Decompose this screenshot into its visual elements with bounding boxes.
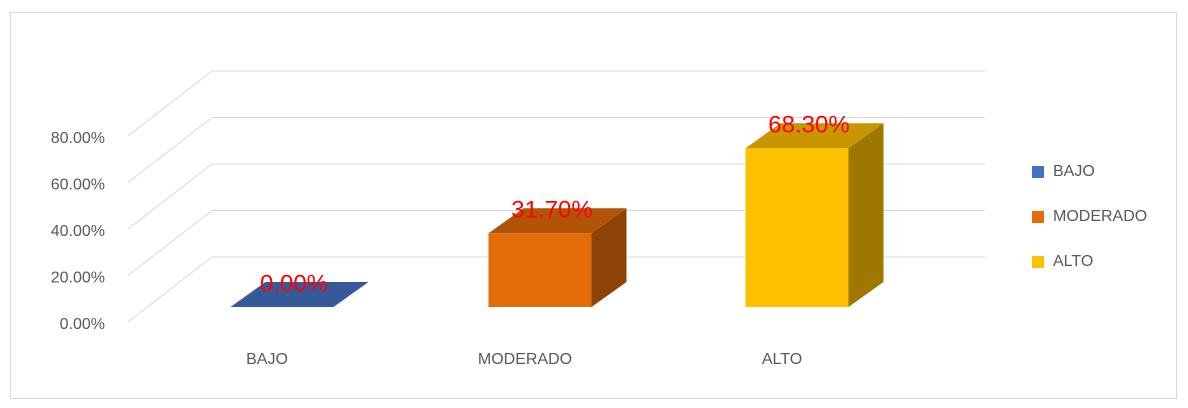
grid-line — [127, 70, 213, 137]
bar-top — [230, 282, 369, 307]
legend-label: BAJO — [1053, 163, 1095, 180]
y-tick-label: 60.00% — [51, 177, 105, 194]
grid-line — [127, 163, 213, 230]
y-tick-label: 0.00% — [60, 316, 105, 333]
x-tick-label: MODERADO — [478, 351, 572, 368]
legend-swatch — [1032, 166, 1044, 178]
legend-label: MODERADO — [1053, 208, 1147, 225]
value-label: 0.00% — [260, 270, 328, 297]
bar-top — [488, 208, 627, 234]
x-tick-label: BAJO — [246, 351, 288, 368]
legend-label: ALTO — [1053, 253, 1093, 270]
bar — [488, 233, 592, 307]
bar — [745, 148, 849, 307]
grid-line — [127, 117, 213, 183]
bar-top — [745, 123, 884, 149]
y-tick-label: 40.00% — [51, 223, 105, 240]
x-tick-label: ALTO — [762, 351, 802, 368]
value-label: 31.70% — [511, 197, 592, 224]
bar-side — [848, 123, 884, 307]
y-tick-label: 80.00% — [51, 130, 105, 147]
grid-line — [127, 256, 213, 323]
grid-line — [127, 210, 213, 276]
y-tick-label: 20.00% — [51, 270, 105, 287]
value-label: 68.30% — [768, 112, 849, 139]
chart-border — [10, 12, 1177, 399]
legend-swatch — [1032, 211, 1044, 223]
legend-swatch — [1032, 256, 1044, 268]
bar-side — [591, 208, 627, 307]
